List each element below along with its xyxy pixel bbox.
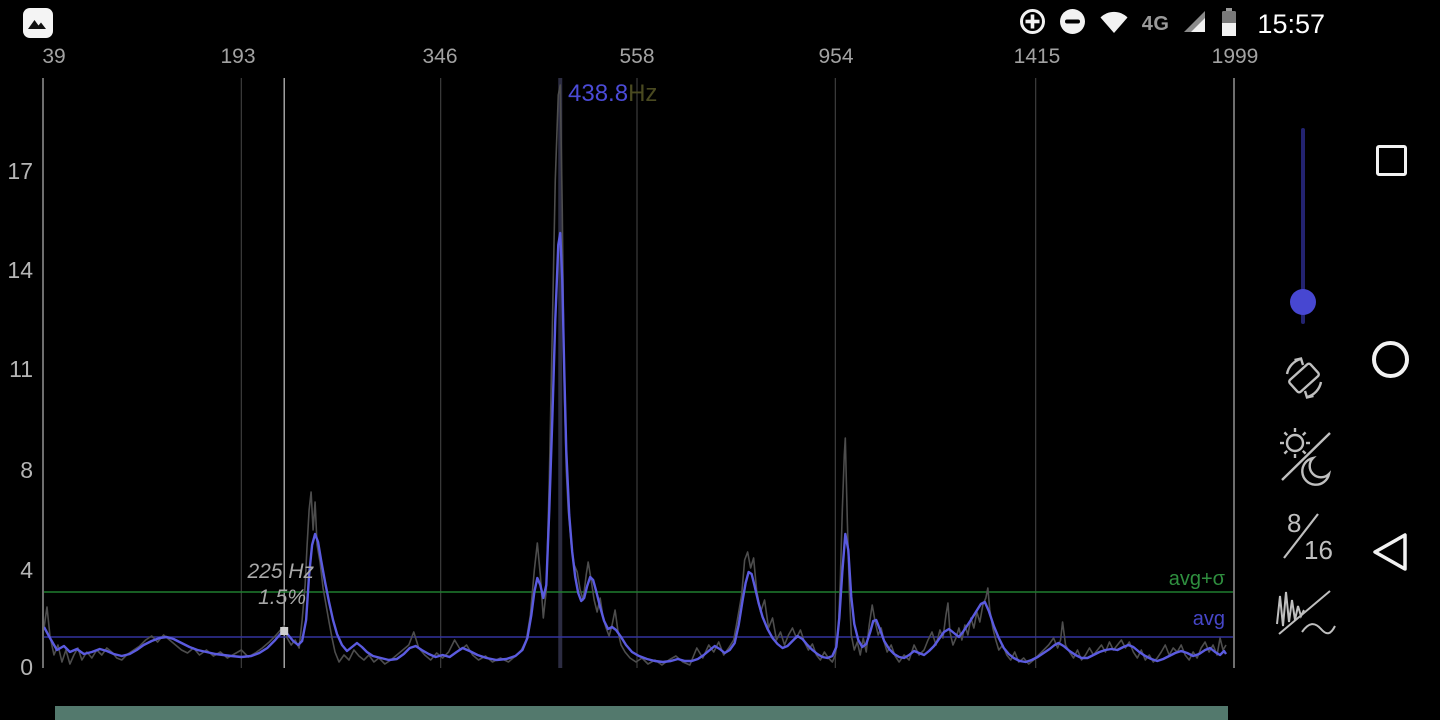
- peak-frequency-value: 438.8: [568, 80, 629, 107]
- home-button[interactable]: [1372, 341, 1409, 378]
- amplitude-tick-label: 0: [20, 654, 33, 680]
- data-saver-icon: [1019, 8, 1046, 40]
- sensitivity-slider-track[interactable]: [1301, 128, 1305, 324]
- peak-frequency-label: 438.8Hz: [568, 80, 657, 108]
- day-night-toggle-button[interactable]: [1274, 424, 1338, 491]
- amplitude-tick-label: 14: [7, 257, 33, 283]
- frequency-axis: 39 193 346 558 954 1415 1999: [0, 45, 1440, 73]
- spectrum-plot-svg: [44, 78, 1233, 668]
- amplitude-tick-label: 17: [7, 158, 33, 184]
- recents-button[interactable]: [1376, 145, 1407, 176]
- cursor-frequency-label: 225 Hz: [247, 560, 314, 583]
- smoothed-curve: [44, 231, 1228, 664]
- frequency-tick-label: 558: [619, 45, 655, 68]
- waveform-smoothing-icon: [1276, 590, 1336, 635]
- network-type-label: 4G: [1141, 12, 1170, 35]
- amplitude-tick-label: 4: [20, 557, 33, 583]
- rotate-screen-icon: [1285, 357, 1323, 399]
- cursor-percent-label: 1.5%: [258, 586, 306, 609]
- waveform-smoothing-toggle-button[interactable]: [1272, 584, 1338, 645]
- amplitude-tick-label: 11: [9, 356, 33, 382]
- do-not-disturb-icon: [1059, 8, 1086, 40]
- screenshot-notification-icon[interactable]: [22, 7, 54, 44]
- frequency-tick-label: 39: [42, 45, 66, 68]
- sensitivity-slider-thumb[interactable]: [1290, 289, 1316, 315]
- amplitude-tick-label: 8: [20, 457, 33, 483]
- clock: 15:57: [1257, 8, 1325, 39]
- cursor-marker: [280, 627, 289, 635]
- rotate-screen-button[interactable]: [1275, 349, 1333, 410]
- back-button[interactable]: [1370, 530, 1410, 579]
- peak-frequency-unit: Hz: [628, 80, 658, 107]
- bit-depth-top-label: 8: [1287, 508, 1301, 538]
- frequency-tick-label: 954: [818, 45, 854, 68]
- battery-icon: [1220, 7, 1238, 42]
- day-night-icon: [1280, 428, 1332, 486]
- frequency-tick-label: 193: [220, 45, 256, 68]
- wifi-icon: [1099, 9, 1129, 40]
- frequency-tick-label: 1415: [1013, 45, 1061, 68]
- bit-depth-toggle-button[interactable]: 8 16: [1280, 506, 1334, 567]
- bit-depth-icon: 8 16: [1283, 508, 1333, 565]
- frequency-tick-label: 346: [422, 45, 458, 68]
- avg-plus-sigma-label: avg+σ: [1168, 568, 1225, 590]
- spectrum-chart[interactable]: 438.8Hz 225 Hz 1.5% avg+σ avg: [42, 78, 1235, 668]
- back-icon: [1373, 533, 1407, 571]
- avg-label: avg: [1192, 608, 1225, 630]
- bit-depth-bottom-label: 16: [1304, 535, 1333, 564]
- amplitude-axis: 17 14 11 8 4 0: [0, 0, 36, 720]
- status-bar: 4G 15:57: [0, 0, 1440, 48]
- signal-strength-icon: [1182, 9, 1207, 39]
- spectrogram-strip[interactable]: [55, 706, 1228, 720]
- frequency-tick-label: 1999: [1211, 45, 1259, 68]
